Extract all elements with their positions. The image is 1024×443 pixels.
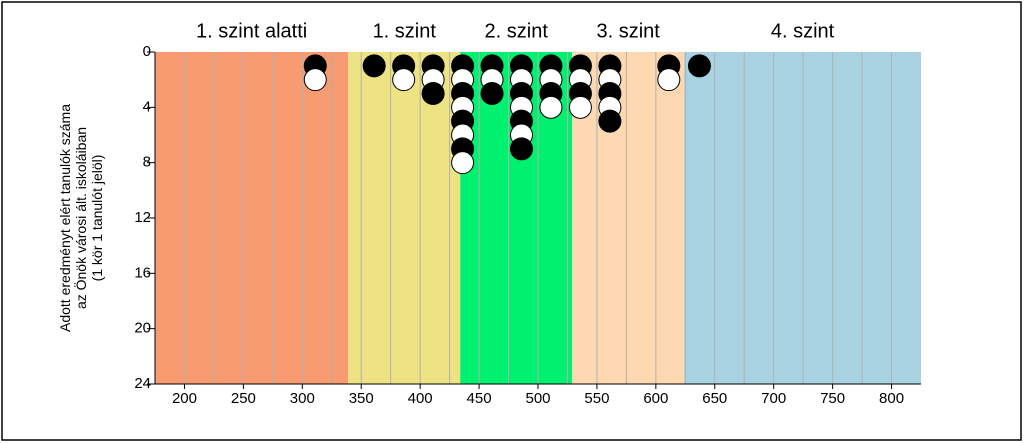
- x-tick-label: 550: [584, 390, 609, 407]
- student-dot: [568, 95, 592, 119]
- level-band: [348, 52, 461, 384]
- level-label: 3. szint: [596, 20, 660, 42]
- y-tick-label: 0: [143, 43, 151, 60]
- student-dot: [303, 68, 327, 92]
- y-tick-label: 16: [134, 264, 151, 281]
- y-tick-label: 12: [134, 209, 151, 226]
- level-band: [684, 52, 921, 384]
- x-tick-label: 400: [408, 390, 433, 407]
- y-axis-label-line: az Önök városi ált. iskoláiban: [72, 127, 89, 309]
- x-tick-label: 300: [290, 390, 315, 407]
- student-dot: [657, 68, 681, 92]
- student-dot: [362, 54, 386, 78]
- student-dot: [480, 82, 504, 105]
- x-tick-label: 200: [172, 390, 197, 407]
- student-dot: [539, 95, 563, 119]
- x-tick-label: 750: [820, 390, 845, 407]
- x-tick-label: 250: [231, 390, 256, 407]
- y-axis-label: Adott eredményt elért tanulók számaaz Ön…: [57, 104, 105, 332]
- y-tick-label: 4: [143, 98, 151, 115]
- level-label: 1. szint alatti: [196, 20, 307, 42]
- y-tick-label: 8: [143, 154, 151, 171]
- student-dot: [421, 82, 445, 105]
- student-dot: [451, 151, 475, 175]
- student-dot: [598, 109, 622, 133]
- y-axis-label-line: Adott eredményt elért tanulók száma: [57, 104, 73, 332]
- level-label: 2. szint: [485, 20, 549, 42]
- x-tick-label: 700: [761, 390, 786, 407]
- y-tick-label: 24: [134, 375, 151, 392]
- student-dot: [687, 54, 711, 78]
- level-label: 4. szint: [771, 20, 835, 42]
- x-tick-label: 650: [702, 390, 727, 407]
- student-dot: [510, 137, 534, 161]
- x-tick-label: 500: [525, 390, 550, 407]
- x-tick-label: 350: [349, 390, 374, 407]
- x-tick-label: 450: [467, 390, 492, 407]
- x-tick-label: 800: [879, 390, 904, 407]
- level-label: 1. szint: [373, 20, 437, 42]
- y-axis-label-line: (1 kör 1 tanulót jelöl): [89, 155, 105, 282]
- level-band: [155, 52, 349, 384]
- x-tick-label: 600: [643, 390, 668, 407]
- y-tick-label: 20: [134, 320, 151, 337]
- student-dot: [392, 68, 416, 92]
